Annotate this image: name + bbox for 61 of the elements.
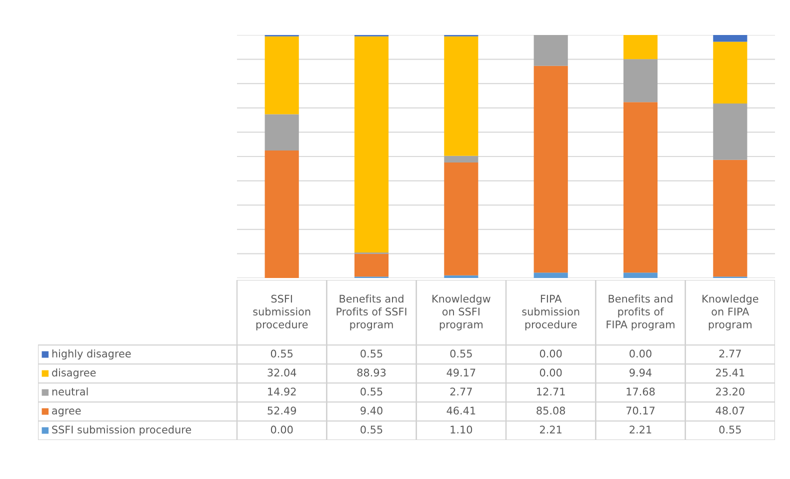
data-label: 88.93 <box>357 368 386 377</box>
data-label: 0.55 <box>360 388 382 396</box>
legend-label: highly disagree <box>52 349 131 360</box>
data-label: 46.41 <box>446 406 476 415</box>
data-label: 25.41 <box>716 368 744 377</box>
legend-label: neutral <box>52 387 88 396</box>
bar <box>264 36 299 114</box>
data-label: 0.00 <box>270 426 293 434</box>
data-label: 17.68 <box>626 388 655 396</box>
legend-label: disagree <box>52 368 96 379</box>
bar <box>534 66 568 273</box>
x-tick-label: SSFI submission procedure <box>253 294 310 330</box>
bar <box>713 42 748 104</box>
x-tick-label: FIPA submission procedure <box>522 294 580 330</box>
data-label: 0.55 <box>270 350 293 358</box>
x-tick-label: Benefits and profits of FIPA program <box>606 294 674 330</box>
bar <box>623 59 658 102</box>
bar <box>623 272 658 278</box>
data-label: 48.07 <box>716 406 744 415</box>
x-tick-label: Benefits and Profits of SSFI program <box>336 294 406 330</box>
data-label: 2.77 <box>719 350 741 358</box>
bar <box>444 162 478 276</box>
data-label: 2.77 <box>450 388 472 396</box>
bar <box>444 275 478 278</box>
x-tick-label: Knowledge on FIPA program <box>702 294 758 330</box>
legend-label: agree <box>52 408 81 417</box>
bar <box>713 35 748 42</box>
data-label: 9.94 <box>630 368 652 377</box>
bar <box>534 35 568 66</box>
bar <box>354 254 389 277</box>
data-label: 12.71 <box>537 388 565 396</box>
bar <box>264 150 299 278</box>
bar <box>713 160 748 277</box>
bar <box>444 36 478 156</box>
data-label: 32.04 <box>268 368 296 377</box>
x-tick-label: Knowledgw on SSFI program <box>432 294 490 330</box>
data-label: 49.17 <box>446 368 476 377</box>
bar <box>444 156 478 163</box>
data-label: 70.17 <box>626 406 655 415</box>
bar <box>264 114 299 150</box>
data-label: 85.08 <box>536 406 566 415</box>
data-label: 0.55 <box>450 350 472 358</box>
data-label: 14.92 <box>268 388 296 396</box>
data-label: 0.55 <box>360 426 382 434</box>
data-label: 0.55 <box>719 426 741 434</box>
bar <box>354 36 389 252</box>
data-label: 0.00 <box>630 350 652 358</box>
data-label: 0.00 <box>540 350 562 358</box>
bar <box>713 103 748 160</box>
data-label: 2.21 <box>630 426 652 434</box>
data-label: 0.55 <box>360 350 382 358</box>
bar <box>623 102 658 273</box>
data-label: 52.49 <box>268 406 296 415</box>
data-label: 0.00 <box>540 368 562 377</box>
bar <box>623 35 658 60</box>
data-label: 2.21 <box>540 426 562 434</box>
legend-label: SSFI submission procedure <box>52 425 192 436</box>
data-label: 1.10 <box>450 426 472 434</box>
data-label: 23.20 <box>716 388 744 396</box>
bar <box>534 272 568 278</box>
data-label: 9.40 <box>360 406 382 415</box>
